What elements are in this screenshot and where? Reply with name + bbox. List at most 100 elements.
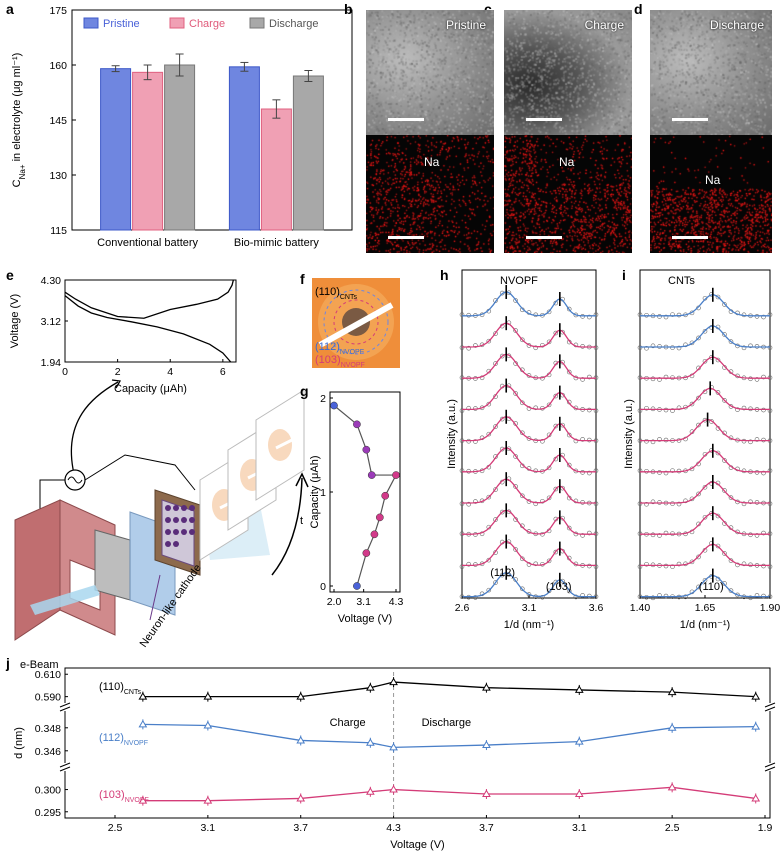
data-marker xyxy=(493,331,498,336)
y-tick-label: 2 xyxy=(320,393,326,405)
annotation-110: (110) xyxy=(699,581,724,593)
x-tick-label: 2.6 xyxy=(455,602,470,614)
data-marker xyxy=(696,584,701,590)
data-marker xyxy=(493,580,498,585)
x-axis-label: Capacity (μAh) xyxy=(114,383,187,395)
scale-bar xyxy=(672,118,708,121)
data-marker xyxy=(553,330,559,336)
legend-swatch xyxy=(169,17,185,29)
data-marker xyxy=(533,345,539,351)
data-marker xyxy=(486,494,492,500)
y-tick-label: 175 xyxy=(49,5,67,17)
ebeam-label: e-Beam xyxy=(20,659,59,671)
y-tick-label: 160 xyxy=(49,60,67,72)
legend-label: Charge xyxy=(189,18,225,30)
data-marker xyxy=(676,345,682,351)
panel-label-a: a xyxy=(6,1,14,17)
data-marker xyxy=(573,594,579,600)
data-marker xyxy=(546,495,552,501)
fit-curve xyxy=(462,353,596,379)
axis-break-gap xyxy=(765,763,775,771)
particle xyxy=(181,529,187,535)
data-point xyxy=(751,793,761,802)
fit-curve xyxy=(462,447,596,473)
series-line xyxy=(142,786,756,802)
voltage-curve xyxy=(64,295,232,363)
eds-map-discharge: Na xyxy=(650,135,772,253)
x-tick-label: 3.1 xyxy=(356,596,371,608)
data-marker xyxy=(663,314,669,320)
data-marker xyxy=(466,345,472,351)
plot-frame xyxy=(329,391,401,593)
data-marker xyxy=(533,405,539,411)
bar-pristine xyxy=(100,68,132,231)
data-marker xyxy=(696,422,701,428)
data-marker xyxy=(459,408,465,413)
time-label: t xyxy=(300,515,303,527)
curved-arrow xyxy=(70,381,119,479)
y-tick-label: 1 xyxy=(320,487,326,499)
data-marker xyxy=(761,314,766,320)
grid-plate xyxy=(94,529,131,601)
scale-bar xyxy=(672,236,708,239)
panel-label-h: h xyxy=(440,267,449,283)
data-point xyxy=(367,471,376,479)
panel-label-f: f xyxy=(300,271,305,287)
y-tick-label: 0.590 xyxy=(35,692,61,704)
eds-map-charge: Na xyxy=(504,135,632,253)
data-marker xyxy=(473,439,478,444)
data-marker xyxy=(493,361,498,366)
axis-break-mark xyxy=(59,762,71,768)
data-point xyxy=(392,471,400,479)
series-line xyxy=(142,681,756,698)
data-marker xyxy=(670,408,675,413)
data-marker xyxy=(754,377,760,382)
ac-wave-icon xyxy=(67,476,83,484)
eds-speckle xyxy=(504,135,632,253)
data-marker xyxy=(722,302,727,307)
x-category-label: Bio-mimic battery xyxy=(234,237,319,249)
data-marker xyxy=(473,595,478,600)
data-marker xyxy=(493,424,498,429)
tem-title-discharge: Discharge xyxy=(709,18,764,32)
y-tick-label: 115 xyxy=(50,225,67,237)
panel-f-saed-pattern: (110)CNTs(112)NVOPF(103)NVOPF xyxy=(312,278,400,369)
panel-label-b: b xyxy=(344,1,353,17)
data-marker xyxy=(637,312,643,317)
data-marker xyxy=(553,486,559,492)
data-marker xyxy=(715,513,721,519)
data-point xyxy=(389,742,398,751)
panel-label-c: c xyxy=(484,1,492,17)
fit-curve xyxy=(640,450,770,473)
fit-curve xyxy=(462,291,596,317)
x-tick-label: 3.7 xyxy=(479,822,494,834)
data-marker xyxy=(702,577,708,583)
data-marker xyxy=(499,572,505,578)
panel-label-j: j xyxy=(5,655,10,671)
data-point xyxy=(138,719,148,728)
data-marker xyxy=(526,436,532,441)
panel-label-d: d xyxy=(634,1,643,17)
bar-charge xyxy=(260,108,292,231)
panel-i-cnts-intensity-chart: 1.40 1.65 1.90 1/d (nm⁻¹) Intensity (a.u.) CN… xyxy=(623,269,780,631)
plot-frame xyxy=(64,667,771,819)
data-point xyxy=(375,513,384,522)
data-marker xyxy=(580,437,585,442)
data-point xyxy=(330,401,338,410)
arrow-head xyxy=(111,379,122,389)
data-marker xyxy=(650,343,656,349)
x-tick-label: 4.3 xyxy=(389,596,404,608)
data-point xyxy=(667,723,677,731)
x-tick-label: 4.3 xyxy=(386,822,401,834)
data-marker xyxy=(540,438,545,444)
data-marker xyxy=(676,501,682,507)
data-marker xyxy=(466,561,472,567)
data-marker xyxy=(670,564,675,569)
data-marker xyxy=(767,312,773,317)
data-marker xyxy=(637,408,643,413)
data-marker xyxy=(702,514,708,520)
data-marker xyxy=(486,557,492,563)
data-marker xyxy=(486,587,492,593)
data-marker xyxy=(754,437,760,442)
scale-bar xyxy=(526,118,562,121)
